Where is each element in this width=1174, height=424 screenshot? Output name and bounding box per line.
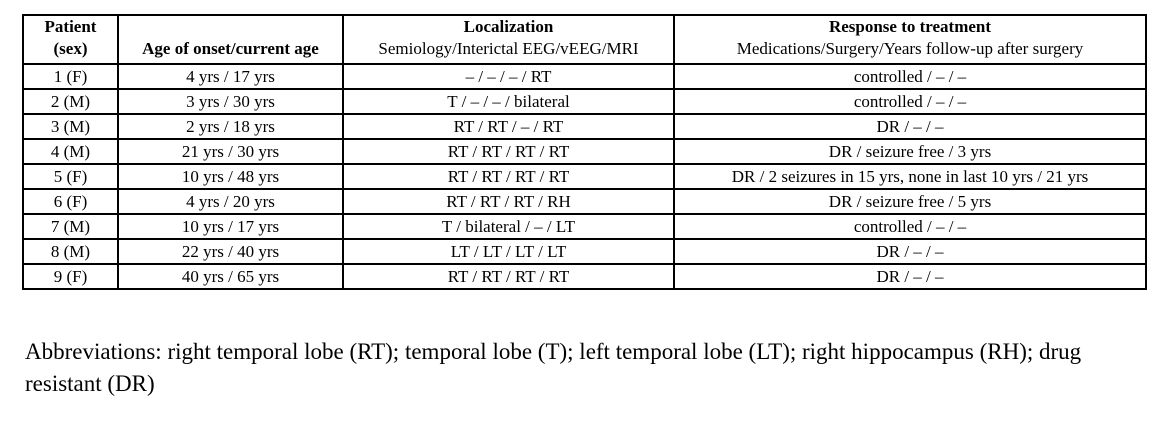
cell-age: 22 yrs / 40 yrs <box>117 238 344 265</box>
header-patient-line1: Patient <box>44 17 97 36</box>
table-row: 4 (M) 21 yrs / 30 yrs RT / RT / RT / RT DR … <box>22 138 1147 165</box>
table-row: 2 (M) 3 yrs / 30 yrs T / – / – / bilateral… <box>22 88 1147 115</box>
table-row: 8 (M) 22 yrs / 40 yrs LT / LT / LT / LT DR … <box>22 238 1147 265</box>
cell-localization: RT / RT / – / RT <box>342 113 675 140</box>
cell-age: 10 yrs / 17 yrs <box>117 213 344 240</box>
header-response: Response to treatment Medications/Surger… <box>673 14 1147 65</box>
cell-response: DR / seizure free / 3 yrs <box>673 138 1147 165</box>
cell-response: controlled / – / – <box>673 88 1147 115</box>
cell-patient: 2 (M) <box>22 88 119 115</box>
cell-age: 2 yrs / 18 yrs <box>117 113 344 140</box>
cell-localization: T / – / – / bilateral <box>342 88 675 115</box>
header-response-title: Response to treatment <box>828 17 992 36</box>
cell-age: 10 yrs / 48 yrs <box>117 163 344 190</box>
abbreviations-note: Abbreviations: right temporal lobe (RT);… <box>25 339 1082 396</box>
table-row: 5 (F) 10 yrs / 48 yrs RT / RT / RT / RT DR … <box>22 163 1147 190</box>
cell-age: 3 yrs / 30 yrs <box>117 88 344 115</box>
cell-age: 4 yrs / 17 yrs <box>117 63 344 90</box>
cell-patient: 3 (M) <box>22 113 119 140</box>
cell-patient: 8 (M) <box>22 238 119 265</box>
cell-response: DR / – / – <box>673 113 1147 140</box>
cell-patient: 9 (F) <box>22 263 119 290</box>
cell-response: DR / – / – <box>673 263 1147 290</box>
cell-patient: 1 (F) <box>22 63 119 90</box>
cell-localization: RT / RT / RT / RT <box>342 163 675 190</box>
cell-age: 40 yrs / 65 yrs <box>117 263 344 290</box>
header-age-label: Age of onset/current age <box>142 39 319 58</box>
table-row: 6 (F) 4 yrs / 20 yrs RT / RT / RT / RH DR /… <box>22 188 1147 215</box>
cell-localization: LT / LT / LT / LT <box>342 238 675 265</box>
header-patient-line2: (sex) <box>53 39 88 58</box>
cell-patient: 5 (F) <box>22 163 119 190</box>
cell-response: controlled / – / – <box>673 213 1147 240</box>
cell-localization: T / bilateral / – / LT <box>342 213 675 240</box>
header-patient: Patient (sex) <box>22 14 119 65</box>
cell-response: DR / seizure free / 5 yrs <box>673 188 1147 215</box>
cell-patient: 6 (F) <box>22 188 119 215</box>
cell-patient: 4 (M) <box>22 138 119 165</box>
cell-localization: – / – / – / RT <box>342 63 675 90</box>
header-row: Patient (sex) Age of onset/current age L… <box>22 14 1147 65</box>
header-localization-title: Localization <box>463 17 554 36</box>
table-body: 1 (F) 4 yrs / 17 yrs – / – / – / RT control… <box>22 63 1147 290</box>
header-age: Age of onset/current age <box>117 14 344 65</box>
cell-response: DR / 2 seizures in 15 yrs, none in last … <box>673 163 1147 190</box>
cell-age: 21 yrs / 30 yrs <box>117 138 344 165</box>
table-row: 1 (F) 4 yrs / 17 yrs – / – / – / RT control… <box>22 63 1147 90</box>
header-response-subtitle: Medications/Surgery/Years follow-up afte… <box>736 39 1084 58</box>
table-row: 7 (M) 10 yrs / 17 yrs T / bilateral / – / … <box>22 213 1147 240</box>
cell-response: DR / – / – <box>673 238 1147 265</box>
table-row: 3 (M) 2 yrs / 18 yrs RT / RT / – / RT DR / … <box>22 113 1147 140</box>
cell-response: controlled / – / – <box>673 63 1147 90</box>
patient-table: Patient (sex) Age of onset/current age L… <box>22 14 1147 290</box>
cell-localization: RT / RT / RT / RT <box>342 138 675 165</box>
cell-patient: 7 (M) <box>22 213 119 240</box>
cell-localization: RT / RT / RT / RT <box>342 263 675 290</box>
header-localization: Localization Semiology/Interictal EEG/vE… <box>342 14 675 65</box>
table-row: 9 (F) 40 yrs / 65 yrs RT / RT / RT / RT DR … <box>22 263 1147 290</box>
header-localization-subtitle: Semiology/Interictal EEG/vEEG/MRI <box>378 39 639 58</box>
cell-localization: RT / RT / RT / RH <box>342 188 675 215</box>
table-header: Patient (sex) Age of onset/current age L… <box>22 14 1147 65</box>
cell-age: 4 yrs / 20 yrs <box>117 188 344 215</box>
